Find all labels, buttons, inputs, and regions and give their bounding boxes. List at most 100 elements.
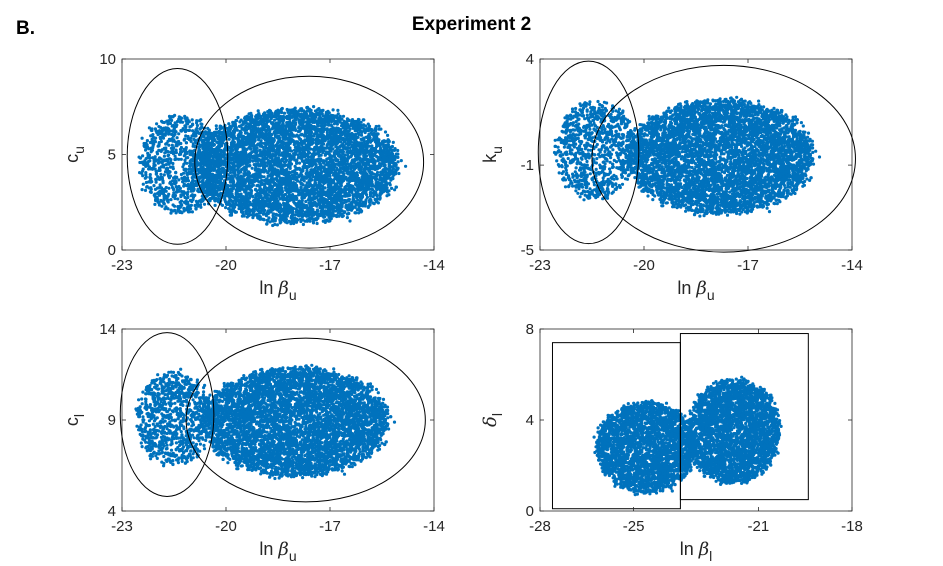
scatter-point xyxy=(145,139,149,143)
scatter-point xyxy=(404,164,408,168)
scatter-point xyxy=(175,119,180,124)
scatter-point xyxy=(143,145,147,149)
scatter-point xyxy=(169,138,173,142)
scatter-point xyxy=(387,193,391,197)
scatter-point xyxy=(171,134,175,138)
scatter-points xyxy=(137,105,408,228)
scatter-point xyxy=(171,179,175,183)
scatter-point xyxy=(213,203,217,207)
scatter-point xyxy=(368,200,372,204)
scatter-point xyxy=(227,207,231,211)
scatter-point xyxy=(185,151,189,155)
scatter-point xyxy=(198,119,202,123)
scatter-point xyxy=(314,115,318,119)
scatter-point xyxy=(265,222,269,226)
scatter-point xyxy=(146,156,150,160)
scatter-point xyxy=(236,115,240,120)
scatter-point xyxy=(297,126,301,130)
scatter-point xyxy=(191,198,195,202)
scatter-point xyxy=(367,175,371,179)
scatter-point xyxy=(354,135,358,139)
scatter-point xyxy=(174,148,178,152)
scatter-point xyxy=(207,128,211,132)
scatter-point xyxy=(196,155,200,159)
scatter-point xyxy=(148,173,152,177)
scatter-point xyxy=(335,126,339,130)
scatter-point xyxy=(174,130,178,134)
scatter-point xyxy=(173,140,177,144)
scatter-point xyxy=(334,129,338,133)
scatter-point xyxy=(152,135,156,140)
scatter-point xyxy=(173,175,177,179)
scatter-point xyxy=(231,139,235,143)
scatter-point xyxy=(282,160,286,164)
scatter-point xyxy=(153,202,157,206)
scatter-point xyxy=(180,120,185,124)
scatter-point xyxy=(186,195,190,200)
scatter-point xyxy=(195,126,199,130)
scatter-point xyxy=(190,210,194,214)
scatter-point xyxy=(183,114,187,118)
scatter-point xyxy=(391,140,395,144)
scatter-point xyxy=(270,127,274,131)
scatter-point xyxy=(396,155,400,159)
scatter-point xyxy=(200,122,204,126)
scatter-point xyxy=(151,146,155,150)
scatter-point xyxy=(171,161,175,166)
scatter-point xyxy=(199,205,203,209)
scatter-point xyxy=(157,186,161,190)
scatter-point xyxy=(280,144,284,148)
scatter-point xyxy=(328,195,332,199)
scatter-point xyxy=(368,203,372,207)
scatter-point xyxy=(153,140,157,144)
scatter-point xyxy=(186,210,191,214)
scatter-point xyxy=(179,193,183,197)
scatter-point xyxy=(262,175,266,179)
scatter-point xyxy=(387,189,391,193)
scatter-point xyxy=(297,175,301,179)
scatter-point xyxy=(149,187,153,191)
scatter-point xyxy=(184,168,188,172)
scatter-point xyxy=(149,180,153,184)
scatter-point xyxy=(359,120,363,124)
scatter-point xyxy=(147,167,151,171)
scatter-point xyxy=(150,167,155,171)
scatter-point xyxy=(186,182,190,187)
scatter-point xyxy=(186,118,190,122)
scatter-point xyxy=(343,153,347,157)
scatter-point xyxy=(183,158,187,162)
scatter-point xyxy=(160,177,164,181)
scatter-point xyxy=(195,183,199,188)
scatter-point xyxy=(295,178,299,182)
scatter-point xyxy=(189,139,193,143)
scatter-point xyxy=(162,154,166,158)
scatter-point xyxy=(393,188,397,192)
scatter-point xyxy=(166,139,170,143)
scatter-point xyxy=(243,128,247,132)
scatter-point xyxy=(176,197,180,201)
scatter-point xyxy=(151,133,155,137)
scatter-point xyxy=(396,160,400,164)
scatter-point xyxy=(240,167,244,172)
scatter-point xyxy=(163,128,168,132)
scatter-point xyxy=(250,131,254,135)
scatter-point xyxy=(243,178,247,182)
scatter-point xyxy=(172,181,176,185)
scatter-point xyxy=(155,122,159,126)
scatter-point xyxy=(187,128,192,132)
scatter-point xyxy=(149,190,153,194)
scatter-point xyxy=(300,174,304,178)
scatter-point xyxy=(164,163,168,167)
scatter-point xyxy=(289,149,294,153)
scatter-point xyxy=(298,206,302,210)
scatter-point xyxy=(141,182,145,186)
scatter-point xyxy=(236,143,241,147)
scatter-point xyxy=(202,202,207,206)
scatter-point xyxy=(191,123,195,127)
scatter-point xyxy=(331,108,335,112)
scatter-point xyxy=(300,209,304,213)
scatter-point xyxy=(159,136,163,140)
scatter-point xyxy=(176,209,180,213)
